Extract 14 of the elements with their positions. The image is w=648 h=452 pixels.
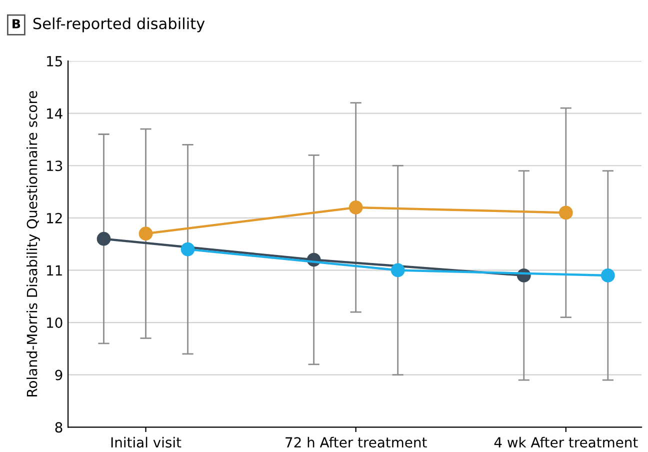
y-tick-label: 10 — [47, 318, 62, 328]
y-axis-title: Roland-Morris Disability Questionnaire score — [26, 91, 40, 396]
y-tick-label: 8 — [55, 422, 62, 433]
y-tick-label: 11 — [47, 265, 62, 276]
x-tick-label: 4 wk After treatment — [494, 436, 638, 448]
y-tick-label: 9 — [55, 370, 62, 380]
chart-title: Self-reported disability — [33, 17, 205, 32]
x-tick-label: 72 h After treatment — [286, 436, 427, 448]
y-tick-label: 13 — [47, 160, 62, 172]
x-tick-label: Initial visit — [111, 436, 182, 448]
text: B — [12, 19, 20, 28]
y-tick-label: 12 — [47, 212, 62, 224]
y-tick-label: 15 — [47, 56, 62, 66]
y-tick-label: 14 — [47, 108, 62, 119]
